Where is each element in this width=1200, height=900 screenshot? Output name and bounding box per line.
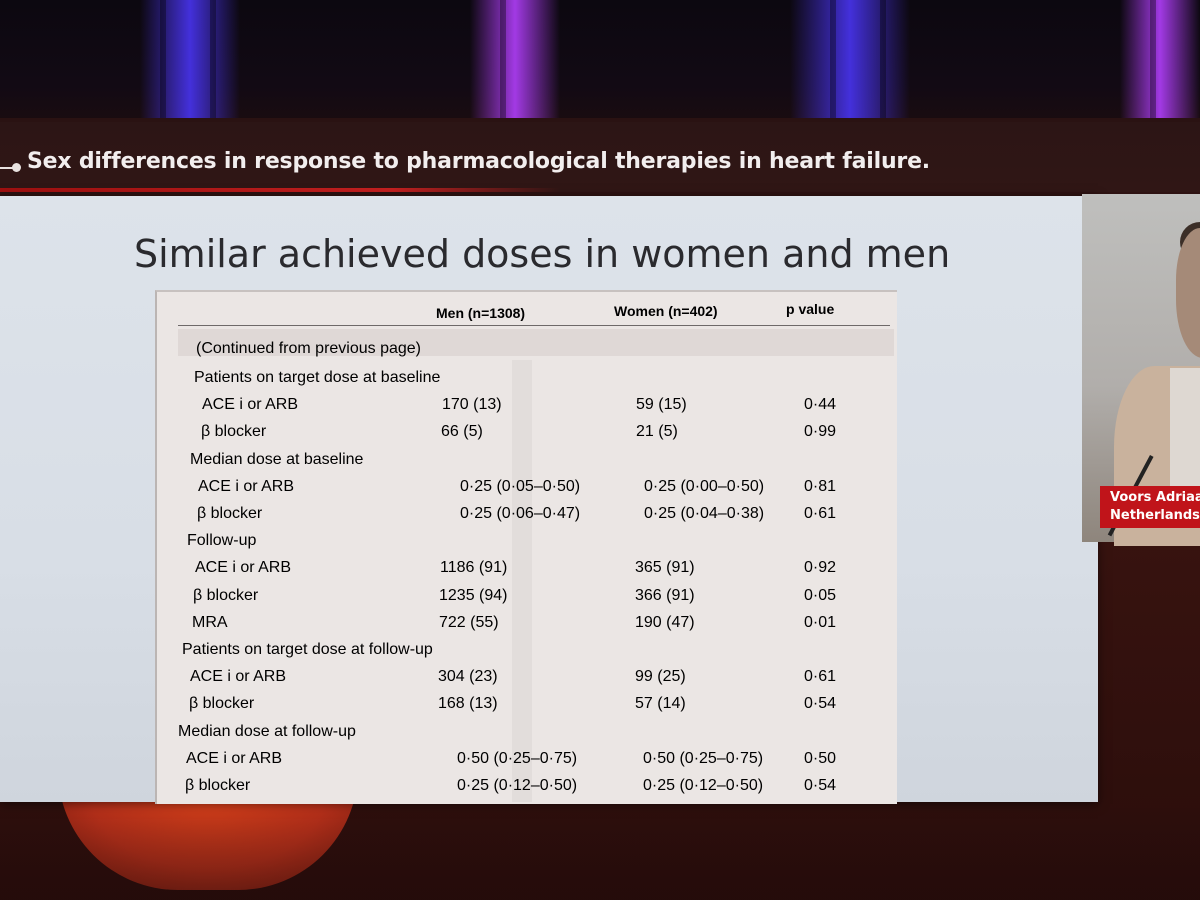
row-group-label: Patients on target dose at baseline xyxy=(194,369,441,386)
cell-women: 99 (25) xyxy=(635,668,686,685)
cell-men: 304 (23) xyxy=(438,668,498,685)
cell-women: 365 (91) xyxy=(635,559,695,576)
speaker-name: Voors Adriaa xyxy=(1110,490,1200,505)
row-label: ACE i or ARB xyxy=(195,559,292,576)
cell-women: 57 (14) xyxy=(635,695,686,712)
speaker-name-tag: Voors Adriaa Netherlands xyxy=(1100,486,1200,528)
cell-women: 0·25 (0·12–0·50) xyxy=(643,777,764,794)
continued-band xyxy=(178,329,894,356)
row-label: ACE i or ARB xyxy=(198,478,295,495)
cell-men: 0·25 (0·12–0·50) xyxy=(457,777,578,794)
cell-p-value: 0·44 xyxy=(804,396,837,413)
cell-women: 59 (15) xyxy=(636,396,687,413)
cell-men: 722 (55) xyxy=(439,614,499,631)
header-men: Men (n=1308) xyxy=(436,305,526,321)
cell-women: 366 (91) xyxy=(635,587,695,604)
row-label: ACE i or ARB xyxy=(202,396,299,413)
stage-curtains xyxy=(0,0,1200,122)
cell-men: 170 (13) xyxy=(442,396,502,413)
cell-p-value: 0·92 xyxy=(804,559,837,576)
row-group-label: Follow-up xyxy=(187,532,257,549)
stage-floor xyxy=(0,805,1200,900)
cell-women: 0·25 (0·04–0·38) xyxy=(644,505,765,522)
cell-men: 1186 (91) xyxy=(440,559,508,576)
cell-men: 0·25 (0·06–0·47) xyxy=(460,505,581,522)
row-label: β blocker xyxy=(197,505,263,522)
cell-p-value: 0·01 xyxy=(804,614,837,631)
cell-men: 1235 (94) xyxy=(439,587,508,604)
row-label: β blocker xyxy=(185,777,251,794)
purple-curtain-light xyxy=(1120,0,1200,118)
header-p-value: p value xyxy=(786,301,835,317)
session-title: Sex differences in response to pharmacol… xyxy=(27,149,930,174)
cell-p-value: 0·50 xyxy=(804,750,837,767)
cell-p-value: 0·61 xyxy=(804,505,837,522)
cell-p-value: 0·99 xyxy=(804,423,837,440)
blue-curtain-light xyxy=(790,0,910,118)
cell-women: 0·50 (0·25–0·75) xyxy=(643,750,764,767)
row-label: β blocker xyxy=(201,423,267,440)
slide-title: Similar achieved doses in women and men xyxy=(134,232,951,276)
continued-note: (Continued from previous page) xyxy=(196,340,422,357)
row-group-label: Median dose at baseline xyxy=(190,451,364,468)
session-title-band xyxy=(0,122,1200,192)
row-group-label: Median dose at follow-up xyxy=(178,723,356,740)
results-table xyxy=(155,290,897,804)
cell-men: 0·50 (0·25–0·75) xyxy=(457,750,578,767)
header-women: Women (n=402) xyxy=(614,303,718,319)
cell-p-value: 0·54 xyxy=(804,777,837,794)
cell-men: 0·25 (0·05–0·50) xyxy=(460,478,581,495)
cell-women: 21 (5) xyxy=(636,423,678,440)
cell-women: 0·25 (0·00–0·50) xyxy=(644,478,765,495)
bullet-icon xyxy=(12,163,21,172)
row-label: ACE i or ARB xyxy=(190,668,287,685)
header-rule xyxy=(178,325,890,326)
cell-men: 168 (13) xyxy=(438,695,498,712)
cell-p-value: 0·05 xyxy=(804,587,837,604)
cell-p-value: 0·81 xyxy=(804,478,837,495)
row-group-label: Patients on target dose at follow-up xyxy=(182,641,433,658)
cell-p-value: 0·54 xyxy=(804,695,837,712)
row-label: β blocker xyxy=(189,695,255,712)
speaker-country: Netherlands xyxy=(1110,508,1200,523)
title-underline xyxy=(0,188,560,192)
cell-men: 66 (5) xyxy=(441,423,483,440)
cell-women: 190 (47) xyxy=(635,614,695,631)
cell-p-value: 0·61 xyxy=(804,668,837,685)
bullet-dash xyxy=(0,167,14,169)
column-shade xyxy=(512,360,532,802)
row-label: ACE i or ARB xyxy=(186,750,283,767)
purple-curtain-light xyxy=(470,0,560,118)
row-label: β blocker xyxy=(193,587,259,604)
row-label: MRA xyxy=(192,614,228,631)
blue-curtain-light xyxy=(140,0,240,118)
